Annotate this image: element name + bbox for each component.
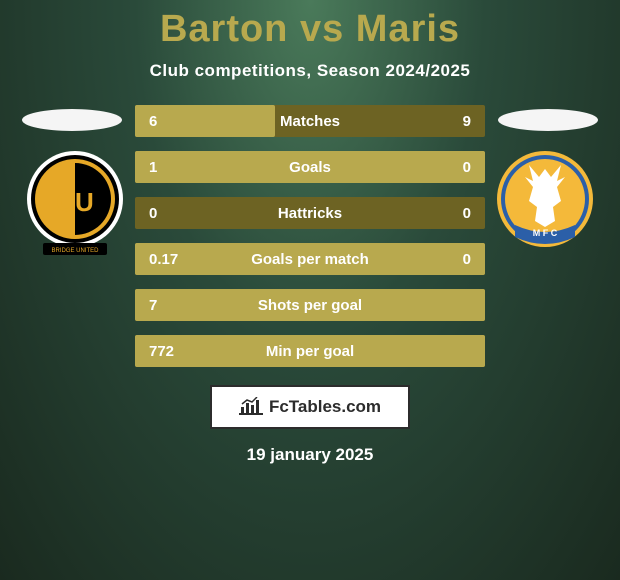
player-shadow-left	[22, 109, 122, 131]
stat-label: Goals per match	[251, 251, 369, 268]
stat-label: Matches	[280, 113, 340, 130]
svg-text:BRIDGE UNITED: BRIDGE UNITED	[51, 248, 99, 254]
right-side: M F C	[485, 103, 605, 367]
stat-left-value: 6	[149, 113, 157, 130]
stat-label: Min per goal	[266, 343, 354, 360]
stat-left-value: 772	[149, 343, 174, 360]
stat-row-gpm: 0.17 Goals per match 0	[135, 243, 485, 275]
stats-bars: 6 Matches 9 1 Goals 0 0 Hattricks 0 0.17…	[135, 105, 485, 367]
stat-left-value: 0	[149, 205, 157, 222]
stat-left-value: 1	[149, 159, 157, 176]
page-subtitle: Club competitions, Season 2024/2025	[0, 61, 620, 81]
left-side: CU BRIDGE UNITED	[15, 103, 135, 367]
page-title: Barton vs Maris	[0, 0, 620, 51]
club-logo-right: M F C	[495, 149, 595, 257]
stat-label: Hattricks	[278, 205, 342, 222]
stat-label: Goals	[289, 159, 331, 176]
stat-row-hattricks: 0 Hattricks 0	[135, 197, 485, 229]
stat-right-value: 0	[463, 251, 471, 268]
stat-label: Shots per goal	[258, 297, 362, 314]
stat-row-mpg: 772 Min per goal	[135, 335, 485, 367]
svg-text:CU: CU	[56, 187, 94, 217]
stat-row-goals: 1 Goals 0	[135, 151, 485, 183]
stat-left-value: 7	[149, 297, 157, 314]
stat-right-value: 9	[463, 113, 471, 130]
club-logo-left: CU BRIDGE UNITED	[25, 149, 125, 257]
date-text: 19 january 2025	[0, 445, 620, 465]
stat-right-value: 0	[463, 159, 471, 176]
stat-right-value: 0	[463, 205, 471, 222]
comparison-panel: CU BRIDGE UNITED 6 Matches 9 1 Goals 0 0…	[0, 103, 620, 367]
stat-row-spg: 7 Shots per goal	[135, 289, 485, 321]
player-shadow-right	[498, 109, 598, 131]
stat-left-value: 0.17	[149, 251, 178, 268]
site-badge[interactable]: FcTables.com	[210, 385, 410, 429]
svg-text:M F C: M F C	[533, 228, 558, 238]
stat-row-matches: 6 Matches 9	[135, 105, 485, 137]
chart-icon	[239, 397, 263, 417]
site-name: FcTables.com	[269, 397, 381, 417]
